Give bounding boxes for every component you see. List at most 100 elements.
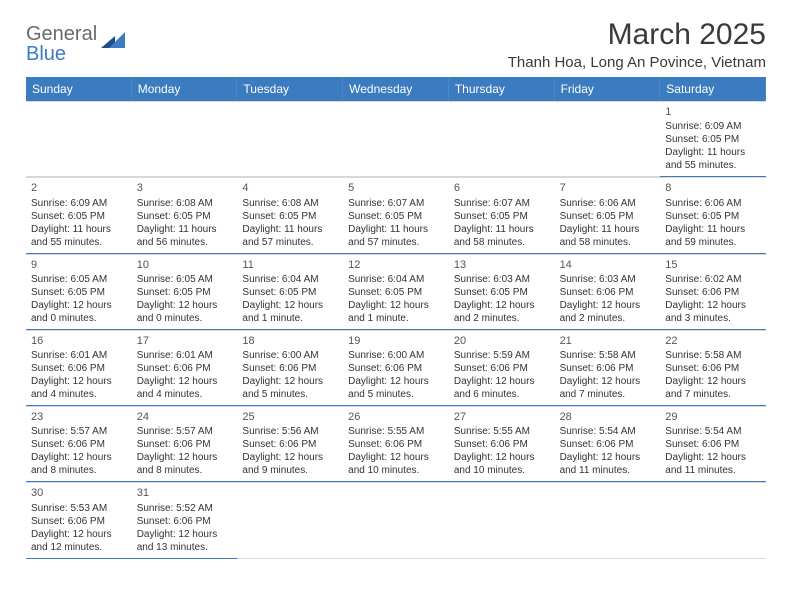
sunset-line: Sunset: 6:05 PM	[242, 286, 338, 299]
daylight-line: Daylight: 11 hours and 57 minutes.	[348, 223, 444, 249]
weekday-header: Sunday	[26, 77, 132, 101]
day-number: 12	[348, 258, 444, 272]
sunset-line: Sunset: 6:06 PM	[242, 438, 338, 451]
calendar-cell: 4Sunrise: 6:08 AMSunset: 6:05 PMDaylight…	[237, 177, 343, 253]
sunrise-line: Sunrise: 5:58 AM	[560, 349, 656, 362]
calendar-cell-empty	[555, 482, 661, 558]
weekday-header: Wednesday	[343, 77, 449, 101]
weekday-header: Thursday	[449, 77, 555, 101]
day-number: 18	[242, 334, 338, 348]
calendar-cell-empty	[343, 101, 449, 177]
sunset-line: Sunset: 6:05 PM	[31, 210, 127, 223]
sunset-line: Sunset: 6:05 PM	[137, 210, 233, 223]
sunset-line: Sunset: 6:05 PM	[454, 286, 550, 299]
daylight-line: Daylight: 12 hours and 7 minutes.	[665, 375, 761, 401]
daylight-line: Daylight: 12 hours and 3 minutes.	[665, 299, 761, 325]
weekday-header: Friday	[555, 77, 661, 101]
calendar-cell: 10Sunrise: 6:05 AMSunset: 6:05 PMDayligh…	[132, 254, 238, 330]
sunset-line: Sunset: 6:06 PM	[454, 438, 550, 451]
sunrise-line: Sunrise: 6:05 AM	[137, 273, 233, 286]
daylight-line: Daylight: 12 hours and 9 minutes.	[242, 451, 338, 477]
calendar-cell-empty	[26, 101, 132, 177]
flag-icon	[99, 28, 129, 57]
daylight-line: Daylight: 12 hours and 8 minutes.	[137, 451, 233, 477]
day-number: 26	[348, 410, 444, 424]
calendar-cell: 2Sunrise: 6:09 AMSunset: 6:05 PMDaylight…	[26, 177, 132, 253]
calendar-cell-empty	[449, 482, 555, 558]
sunset-line: Sunset: 6:06 PM	[242, 362, 338, 375]
sunrise-line: Sunrise: 6:06 AM	[560, 197, 656, 210]
sunrise-line: Sunrise: 6:05 AM	[31, 273, 127, 286]
calendar-cell-empty	[237, 482, 343, 558]
daylight-line: Daylight: 12 hours and 5 minutes.	[242, 375, 338, 401]
calendar-cell: 31Sunrise: 5:52 AMSunset: 6:06 PMDayligh…	[132, 482, 238, 558]
calendar-cell-empty	[343, 482, 449, 558]
sunset-line: Sunset: 6:05 PM	[137, 286, 233, 299]
day-number: 15	[665, 258, 761, 272]
sunset-line: Sunset: 6:05 PM	[31, 286, 127, 299]
calendar-cell: 7Sunrise: 6:06 AMSunset: 6:05 PMDaylight…	[555, 177, 661, 253]
sunset-line: Sunset: 6:05 PM	[665, 210, 761, 223]
sunrise-line: Sunrise: 6:08 AM	[137, 197, 233, 210]
sunrise-line: Sunrise: 5:56 AM	[242, 425, 338, 438]
day-number: 9	[31, 258, 127, 272]
sunset-line: Sunset: 6:06 PM	[137, 362, 233, 375]
weekday-header: Tuesday	[237, 77, 343, 101]
sunrise-line: Sunrise: 5:58 AM	[665, 349, 761, 362]
sunrise-line: Sunrise: 5:59 AM	[454, 349, 550, 362]
calendar-cell: 11Sunrise: 6:04 AMSunset: 6:05 PMDayligh…	[237, 254, 343, 330]
day-number: 17	[137, 334, 233, 348]
sunrise-line: Sunrise: 6:06 AM	[665, 197, 761, 210]
sunset-line: Sunset: 6:06 PM	[665, 438, 761, 451]
day-number: 24	[137, 410, 233, 424]
weekday-header: Saturday	[660, 77, 766, 101]
calendar-grid: 1Sunrise: 6:09 AMSunset: 6:05 PMDaylight…	[26, 101, 766, 559]
daylight-line: Daylight: 11 hours and 55 minutes.	[31, 223, 127, 249]
sunrise-line: Sunrise: 6:01 AM	[31, 349, 127, 362]
calendar-cell: 17Sunrise: 6:01 AMSunset: 6:06 PMDayligh…	[132, 330, 238, 406]
daylight-line: Daylight: 12 hours and 2 minutes.	[454, 299, 550, 325]
page-title: March 2025	[508, 18, 766, 52]
day-number: 10	[137, 258, 233, 272]
weekday-header-row: SundayMondayTuesdayWednesdayThursdayFrid…	[26, 77, 766, 101]
calendar-cell-empty	[449, 101, 555, 177]
daylight-line: Daylight: 11 hours and 55 minutes.	[665, 146, 761, 172]
day-number: 31	[137, 486, 233, 500]
calendar-cell: 14Sunrise: 6:03 AMSunset: 6:06 PMDayligh…	[555, 254, 661, 330]
calendar-cell: 1Sunrise: 6:09 AMSunset: 6:05 PMDaylight…	[660, 101, 766, 177]
day-number: 8	[665, 181, 761, 195]
sunset-line: Sunset: 6:06 PM	[31, 515, 127, 528]
calendar-page: General Blue March 2025 Thanh Hoa, Long …	[0, 0, 792, 569]
sunrise-line: Sunrise: 6:07 AM	[348, 197, 444, 210]
calendar-cell: 28Sunrise: 5:54 AMSunset: 6:06 PMDayligh…	[555, 406, 661, 482]
calendar-cell: 18Sunrise: 6:00 AMSunset: 6:06 PMDayligh…	[237, 330, 343, 406]
sunrise-line: Sunrise: 6:03 AM	[560, 273, 656, 286]
calendar-cell: 12Sunrise: 6:04 AMSunset: 6:05 PMDayligh…	[343, 254, 449, 330]
header: General Blue March 2025 Thanh Hoa, Long …	[26, 18, 766, 71]
calendar-cell: 20Sunrise: 5:59 AMSunset: 6:06 PMDayligh…	[449, 330, 555, 406]
day-number: 4	[242, 181, 338, 195]
sunrise-line: Sunrise: 5:57 AM	[31, 425, 127, 438]
calendar-cell: 3Sunrise: 6:08 AMSunset: 6:05 PMDaylight…	[132, 177, 238, 253]
day-number: 29	[665, 410, 761, 424]
calendar-cell: 16Sunrise: 6:01 AMSunset: 6:06 PMDayligh…	[26, 330, 132, 406]
sunset-line: Sunset: 6:06 PM	[348, 362, 444, 375]
day-number: 23	[31, 410, 127, 424]
sunset-line: Sunset: 6:06 PM	[348, 438, 444, 451]
daylight-line: Daylight: 12 hours and 12 minutes.	[31, 528, 127, 554]
calendar-cell: 13Sunrise: 6:03 AMSunset: 6:05 PMDayligh…	[449, 254, 555, 330]
day-number: 16	[31, 334, 127, 348]
sunrise-line: Sunrise: 6:08 AM	[242, 197, 338, 210]
logo-text-blue: Blue	[26, 43, 66, 65]
sunset-line: Sunset: 6:05 PM	[348, 210, 444, 223]
sunset-line: Sunset: 6:06 PM	[560, 286, 656, 299]
logo-text: General Blue	[26, 24, 97, 64]
daylight-line: Daylight: 11 hours and 58 minutes.	[560, 223, 656, 249]
daylight-line: Daylight: 12 hours and 11 minutes.	[560, 451, 656, 477]
sunset-line: Sunset: 6:05 PM	[348, 286, 444, 299]
sunset-line: Sunset: 6:06 PM	[31, 362, 127, 375]
daylight-line: Daylight: 12 hours and 10 minutes.	[454, 451, 550, 477]
sunrise-line: Sunrise: 5:55 AM	[348, 425, 444, 438]
sunset-line: Sunset: 6:06 PM	[454, 362, 550, 375]
logo-text-general: General	[26, 23, 97, 45]
